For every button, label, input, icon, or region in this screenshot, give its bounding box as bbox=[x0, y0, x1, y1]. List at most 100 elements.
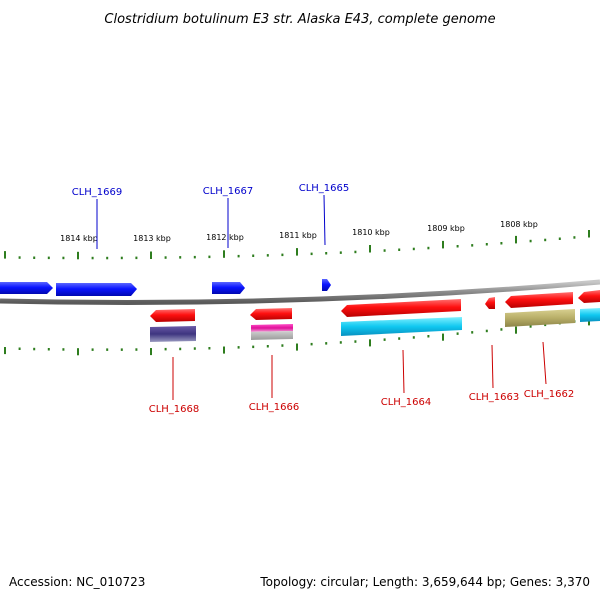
tick-dot bbox=[427, 335, 430, 338]
tick-dot bbox=[252, 345, 255, 349]
feature-bar bbox=[251, 331, 293, 340]
feature-tracks bbox=[150, 308, 600, 342]
gene-reverse[interactable] bbox=[578, 290, 600, 303]
tick-dot bbox=[412, 247, 415, 251]
tick-dot bbox=[47, 348, 50, 351]
tick-dot bbox=[266, 345, 269, 348]
forward-labels: CLH_1669 CLH_1667 CLH_1665 bbox=[72, 183, 350, 198]
forward-genes bbox=[0, 279, 331, 296]
tick-dot bbox=[339, 341, 342, 344]
gene-forward[interactable] bbox=[0, 282, 53, 294]
tick-dot bbox=[281, 253, 284, 257]
tick-dot bbox=[500, 328, 503, 331]
tick-dot bbox=[91, 256, 94, 260]
tick-dot bbox=[544, 323, 547, 327]
gene-label-reverse[interactable]: CLH_1663 bbox=[469, 392, 520, 403]
tick-dot bbox=[310, 342, 313, 346]
tick-dot bbox=[558, 237, 561, 240]
gene-label-reverse[interactable]: CLH_1668 bbox=[149, 404, 200, 415]
tick-dot bbox=[310, 252, 313, 256]
tick-dot bbox=[193, 347, 196, 350]
tick-dot bbox=[18, 347, 21, 350]
tick-dot bbox=[398, 248, 401, 251]
tick-dot bbox=[485, 243, 488, 246]
tick-label: 1813 kbp bbox=[133, 234, 171, 243]
tick-dot bbox=[325, 252, 328, 255]
tick-label: 1811 kbp bbox=[279, 231, 317, 240]
gene-reverse-clh-1668[interactable] bbox=[150, 309, 195, 322]
reverse-labels: CLH_1668 CLH_1666 CLH_1664 CLH_1663 CLH_… bbox=[149, 389, 575, 415]
gene-label-reverse[interactable]: CLH_1662 bbox=[524, 389, 575, 400]
tick-dot bbox=[179, 347, 182, 351]
gene-reverse-clh-1662[interactable] bbox=[505, 292, 573, 308]
tick-dot bbox=[456, 245, 459, 248]
gene-label-forward[interactable]: CLH_1667 bbox=[203, 186, 254, 197]
forward-label-lines bbox=[96, 194, 326, 249]
tick-dot bbox=[179, 256, 182, 259]
tick-dot bbox=[164, 256, 167, 259]
feature-bar bbox=[580, 308, 600, 322]
tick-dot bbox=[47, 256, 50, 260]
feature-bar bbox=[251, 324, 293, 332]
tick-dot bbox=[427, 246, 430, 250]
tick-dot bbox=[266, 254, 269, 257]
tick-dot bbox=[573, 236, 576, 239]
tick-label: 1809 kbp bbox=[427, 224, 465, 233]
tick-dot bbox=[339, 251, 342, 254]
tick-dot bbox=[120, 348, 123, 351]
tick-dot bbox=[325, 342, 328, 345]
tick-dot bbox=[106, 256, 109, 260]
tick-dot bbox=[485, 329, 488, 333]
tick-label: 1814 kbp bbox=[60, 234, 98, 243]
tick-dot bbox=[193, 255, 196, 259]
gene-label-forward[interactable]: CLH_1669 bbox=[72, 187, 123, 198]
tick-dot bbox=[544, 238, 547, 242]
tick-dot bbox=[383, 249, 386, 252]
gene-reverse-clh-1664[interactable] bbox=[341, 299, 461, 317]
tick-dot bbox=[120, 256, 123, 260]
tick-dot bbox=[106, 348, 109, 351]
tick-dot bbox=[135, 348, 138, 351]
gene-forward-clh-1667[interactable] bbox=[212, 282, 245, 294]
tick-dot bbox=[18, 256, 21, 259]
tick-dot bbox=[91, 348, 94, 351]
accession-text: Accession: NC_010723 bbox=[9, 575, 145, 589]
feature-bar bbox=[341, 317, 462, 336]
outer-tick-ring bbox=[4, 230, 590, 260]
genome-summary-text: Topology: circular; Length: 3,659,644 bp… bbox=[259, 575, 590, 589]
genome-backbone bbox=[0, 279, 600, 305]
tick-labels: 1814 kbp 1813 kbp 1812 kbp 1811 kbp 1810… bbox=[60, 220, 538, 243]
inner-tick-ring bbox=[4, 318, 590, 356]
tick-dot bbox=[529, 325, 532, 328]
tick-dot bbox=[135, 256, 138, 260]
feature-bar bbox=[505, 309, 575, 327]
reverse-label-lines bbox=[172, 341, 547, 400]
tick-dot bbox=[354, 250, 357, 254]
tick-dot bbox=[281, 344, 284, 347]
leader-line bbox=[323, 194, 326, 246]
tick-dot bbox=[252, 254, 255, 257]
tick-label: 1808 kbp bbox=[500, 220, 538, 229]
feature-bar bbox=[150, 326, 196, 342]
tick-dot bbox=[398, 337, 401, 340]
tick-label: 1812 kbp bbox=[206, 233, 244, 242]
tick-dot bbox=[500, 242, 503, 245]
tick-dot bbox=[412, 336, 415, 339]
leader-line bbox=[542, 341, 547, 385]
leader-line bbox=[491, 344, 494, 389]
reverse-genes bbox=[150, 290, 600, 322]
gene-label-reverse[interactable]: CLH_1666 bbox=[249, 402, 300, 413]
gene-reverse-clh-1666[interactable] bbox=[250, 308, 292, 320]
gene-reverse-clh-1663[interactable] bbox=[485, 297, 495, 309]
leader-line bbox=[402, 349, 405, 394]
gene-label-forward[interactable]: CLH_1665 bbox=[299, 183, 350, 194]
gene-forward-clh-1669[interactable] bbox=[56, 283, 137, 296]
tick-label: 1810 kbp bbox=[352, 228, 390, 237]
tick-dot bbox=[164, 347, 167, 351]
tick-dot bbox=[456, 332, 459, 335]
tick-dot bbox=[471, 331, 474, 334]
tick-dot bbox=[33, 256, 36, 259]
gene-forward-clh-1665[interactable] bbox=[322, 279, 331, 291]
gene-label-reverse[interactable]: CLH_1664 bbox=[381, 397, 432, 408]
